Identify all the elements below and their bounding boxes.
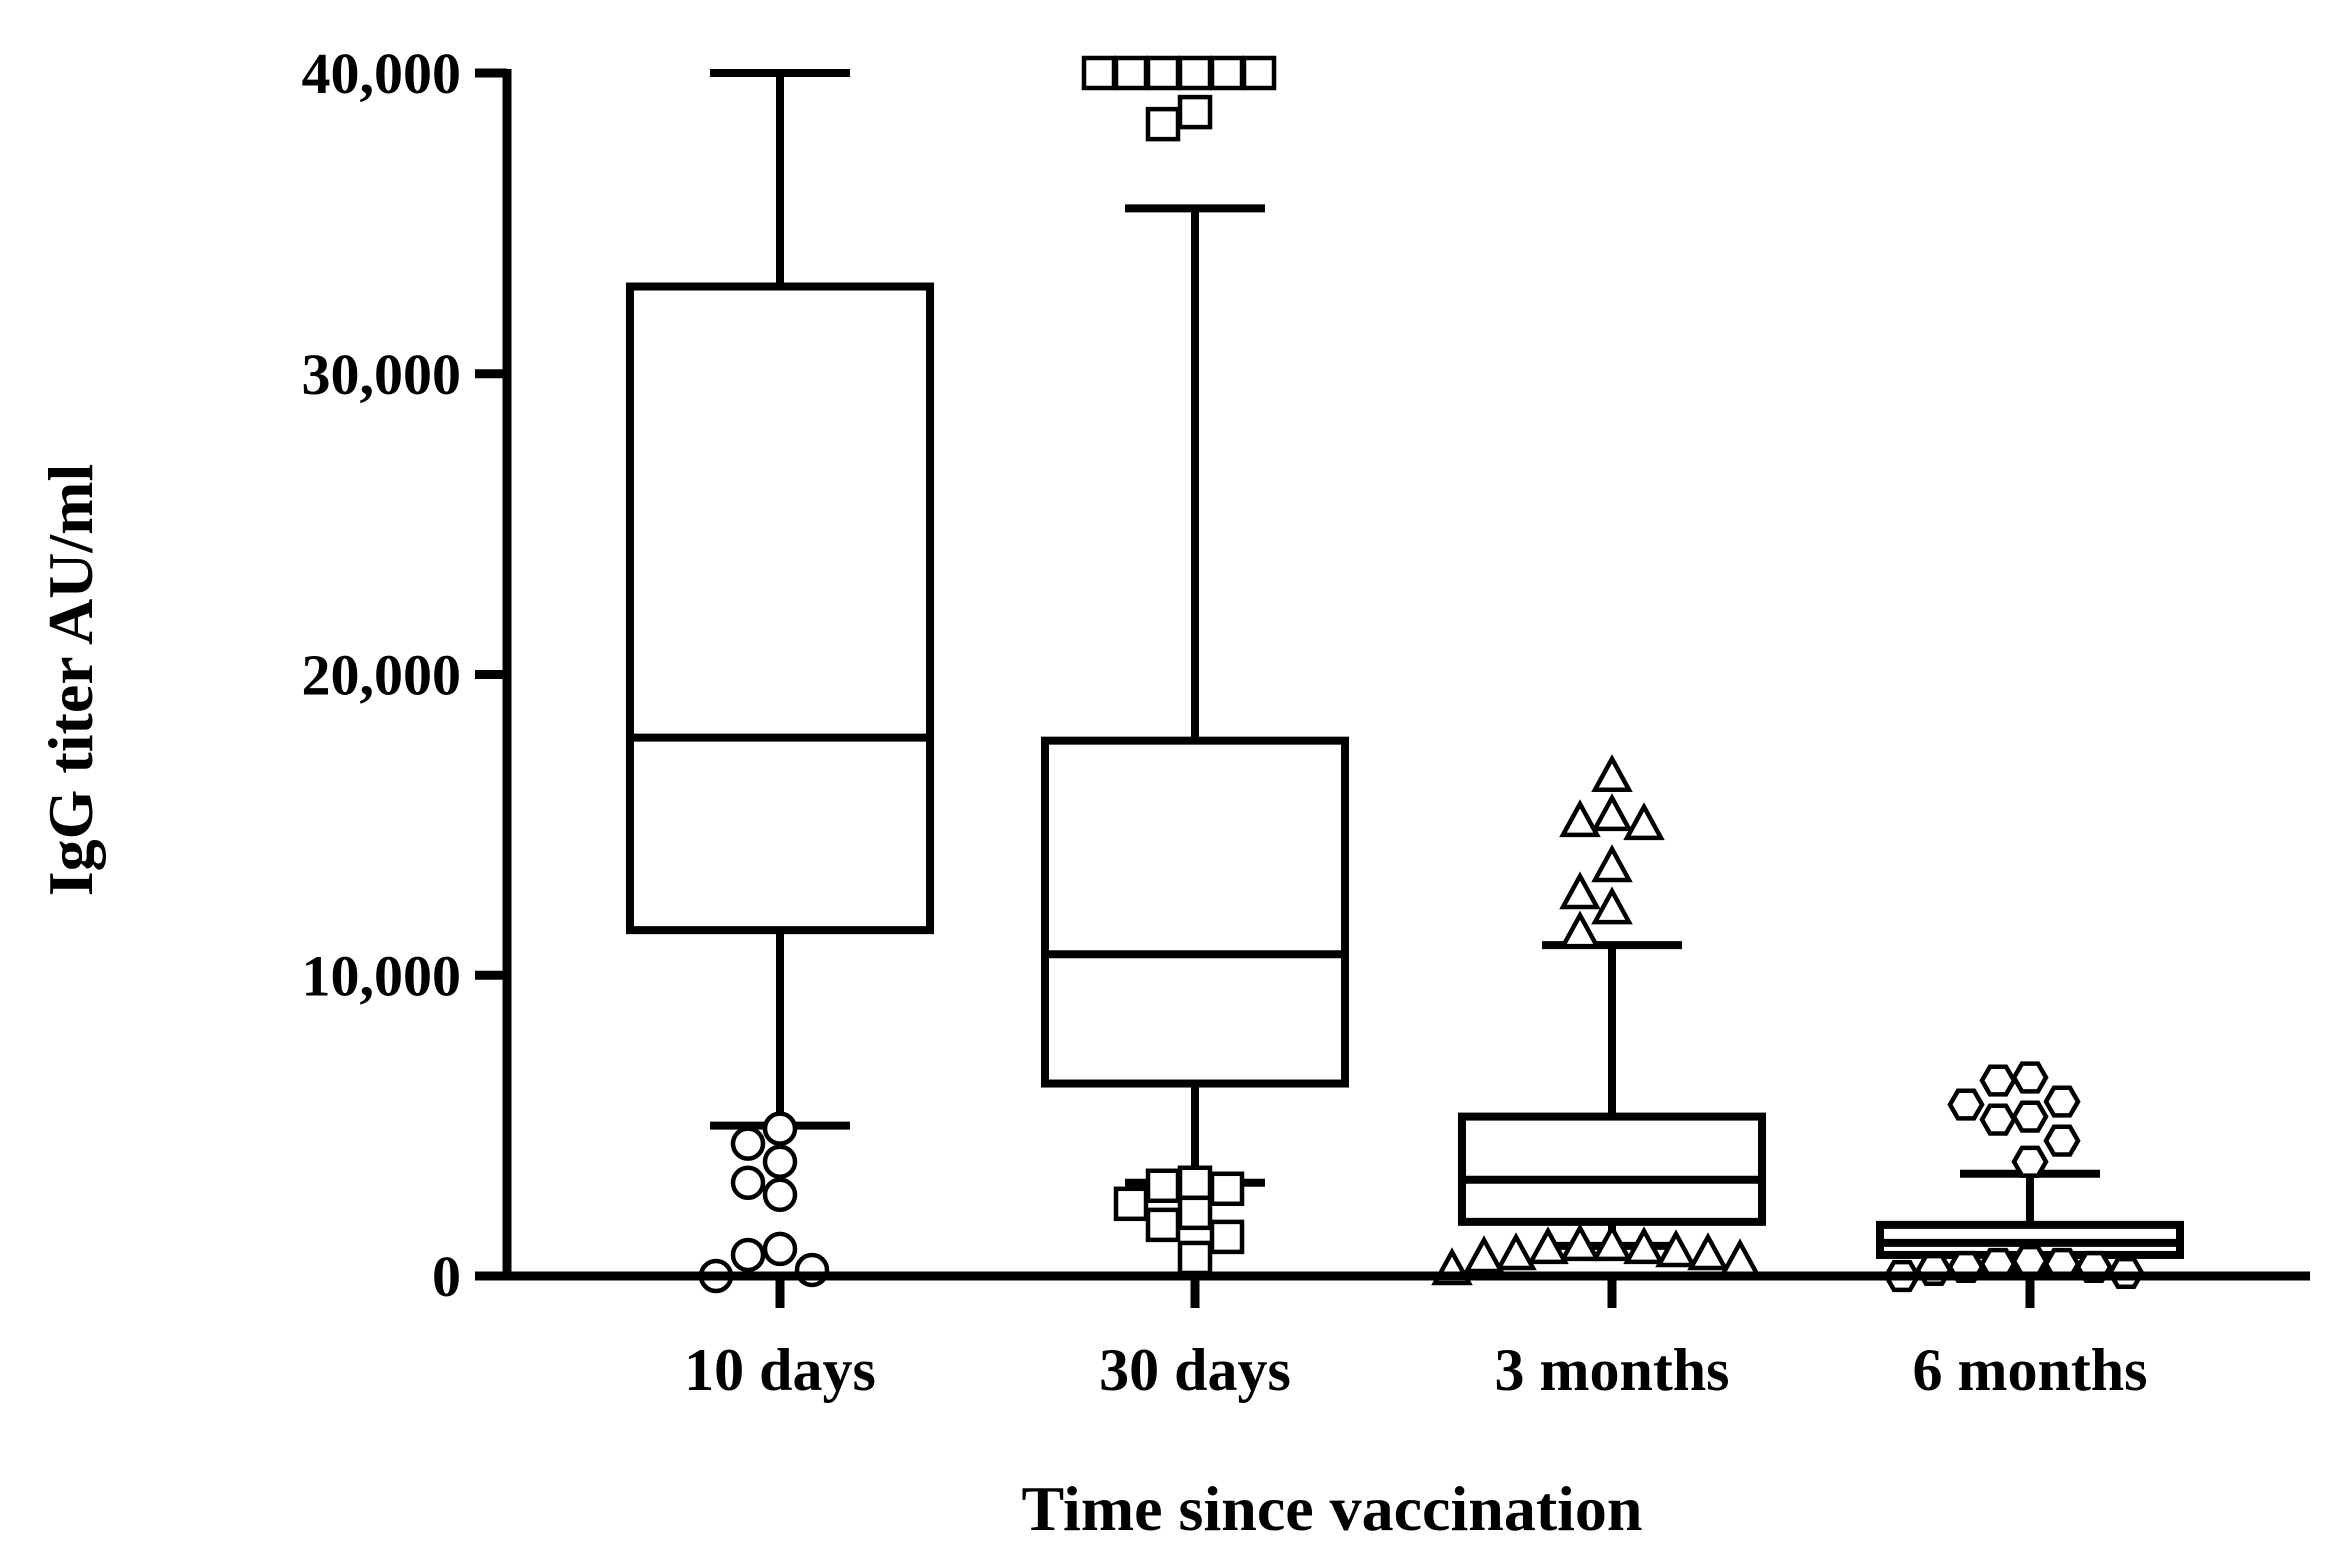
- outlier-triangle: [1591, 1223, 1633, 1262]
- iqr-box: [1458, 1112, 1766, 1226]
- box-30-days: [1041, 204, 1349, 1187]
- outlier-circle: [762, 1177, 798, 1213]
- outlier-circle: [762, 1144, 798, 1179]
- outlier-points: [698, 55, 2145, 1294]
- outlier-triangle: [1687, 1232, 1729, 1271]
- outlier-triangle: [1591, 793, 1633, 832]
- outlier-circle: [730, 1237, 766, 1273]
- box-10-days: [626, 69, 934, 1130]
- y-tick-label: 40,000: [302, 41, 462, 106]
- outlier-circle: [762, 1111, 798, 1146]
- outlier-square: [1177, 1195, 1213, 1231]
- outlier-circle: [730, 1126, 766, 1161]
- outlier-square: [1209, 1219, 1245, 1255]
- outlier-triangle: [1527, 1226, 1569, 1265]
- outlier-square: [1177, 1240, 1213, 1276]
- outlier-triangle: [1591, 844, 1633, 883]
- x-tick-label: 30 days: [1099, 1337, 1291, 1403]
- outlier-triangle: [1591, 886, 1633, 925]
- outlier-hexagon: [2043, 1085, 2081, 1118]
- x-tick-label: 10 days: [684, 1337, 876, 1403]
- outlier-triangle: [1655, 1229, 1697, 1268]
- outlier-square: [1145, 55, 1181, 91]
- outlier-hexagon: [2011, 1061, 2049, 1094]
- iqr-box: [1041, 736, 1349, 1088]
- outlier-hexagon: [1979, 1064, 2017, 1097]
- y-tick-label: 10,000: [302, 943, 462, 1008]
- outlier-square: [1177, 1165, 1213, 1201]
- outlier-square: [1113, 1186, 1149, 1222]
- y-tick-label: 0: [432, 1244, 461, 1309]
- y-tick-label: 20,000: [302, 643, 462, 708]
- x-tick-label: 6 months: [1912, 1337, 2147, 1403]
- y-tick-label: 30,000: [302, 342, 462, 407]
- outlier-square: [1081, 55, 1117, 91]
- x-axis-title: Time since vaccination: [1022, 1473, 1643, 1544]
- outlier-triangle: [1559, 871, 1601, 910]
- outlier-hexagon: [2043, 1124, 2081, 1157]
- y-axis-title: IgG titer AU/ml: [35, 464, 106, 897]
- box-3-months: [1458, 941, 1766, 1250]
- outlier-square: [1241, 55, 1277, 91]
- y-axis-ticks: 0 10,000 20,000 30,000 40,000: [302, 41, 507, 1309]
- outlier-square: [1209, 55, 1245, 91]
- outlier-square: [1209, 1171, 1245, 1207]
- x-axis-tick-labels: 10 days 30 days 3 months 6 months: [684, 1276, 2148, 1403]
- outlier-hexagon: [2011, 1145, 2049, 1178]
- outlier-square: [1177, 94, 1213, 130]
- outlier-triangle: [1559, 799, 1601, 838]
- outlier-circle: [730, 1165, 766, 1201]
- outlier-square: [1145, 106, 1181, 142]
- outlier-triangle: [1623, 802, 1665, 841]
- outlier-triangle: [1463, 1235, 1505, 1274]
- outlier-hexagon: [1947, 1088, 1985, 1121]
- outlier-hexagon: [2011, 1100, 2049, 1133]
- outlier-hexagon: [1979, 1103, 2017, 1136]
- outlier-hexagon: [2011, 1244, 2049, 1278]
- outlier-square: [1113, 55, 1149, 91]
- outlier-circle: [762, 1231, 798, 1267]
- box-series: [626, 69, 2184, 1274]
- x-tick-label: 3 months: [1494, 1337, 1729, 1403]
- outlier-triangle: [1719, 1238, 1761, 1277]
- outlier-triangle: [1495, 1232, 1537, 1271]
- outlier-square: [1145, 1168, 1181, 1204]
- iqr-box: [626, 282, 934, 935]
- outlier-triangle: [1591, 754, 1633, 793]
- outlier-triangle: [1559, 910, 1601, 949]
- outlier-triangle: [1623, 1226, 1665, 1265]
- outlier-square: [1177, 55, 1213, 91]
- outlier-square: [1145, 1207, 1181, 1243]
- outlier-triangle: [1559, 1223, 1601, 1262]
